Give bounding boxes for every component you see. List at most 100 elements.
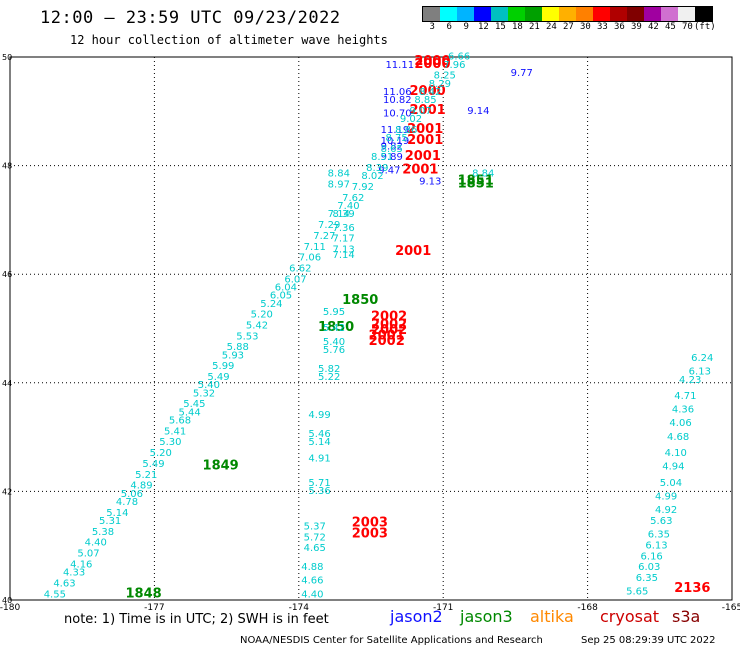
data-point-label: 5.46 — [308, 429, 330, 440]
data-point-label: 2002 — [371, 318, 407, 333]
chart-subtitle: 12 hour collection of altimeter wave hei… — [70, 33, 388, 47]
data-point-label: 5.14 — [106, 508, 128, 519]
data-point-label: 8.86 — [395, 125, 417, 136]
data-point-label: 9.07 — [410, 106, 432, 117]
data-point-label: 5.41 — [164, 426, 186, 437]
data-point-label: 6.03 — [638, 562, 660, 573]
data-point-label: 5.93 — [222, 350, 244, 361]
data-point-label: 8.29 — [429, 79, 451, 90]
data-point-label: 1850 — [318, 320, 354, 335]
data-point-label: 4.99 — [308, 410, 330, 421]
data-point-label: 9.14 — [467, 106, 489, 117]
data-point-label: 7.29 — [318, 220, 340, 231]
legend-jason2: jason2 — [390, 607, 443, 626]
data-point-label: 2000 — [410, 84, 446, 99]
data-point-label: 6.66 — [448, 52, 470, 63]
legend-tick-label: 12 — [478, 22, 489, 32]
data-point-label: 7.36 — [332, 223, 354, 234]
legend-swatch — [576, 7, 593, 21]
data-point-label: 5.68 — [169, 416, 191, 427]
x-tick-label: -165 — [722, 603, 740, 613]
data-point-label: 2001 — [405, 149, 441, 164]
data-point-label: 5.53 — [236, 331, 258, 342]
data-point-label: 4.71 — [674, 391, 696, 402]
data-point-label: 11.11 — [385, 60, 414, 71]
data-point-label: 5.06 — [121, 489, 143, 500]
data-point-label: 4.36 — [672, 405, 694, 416]
color-scale-legend — [422, 6, 713, 22]
data-point-label: 7.06 — [299, 253, 321, 264]
legend-swatch — [491, 7, 508, 21]
legend-swatch — [593, 7, 610, 21]
data-point-label: 5.40 — [198, 380, 220, 391]
legend-swatch — [457, 7, 474, 21]
data-point-label: 2001 — [369, 328, 405, 343]
data-point-label: 4.99 — [655, 492, 677, 503]
data-point-label: 2000 — [414, 57, 450, 72]
data-point-label: 5.82 — [318, 364, 340, 375]
data-point-label: 6.35 — [648, 530, 670, 541]
legend-swatch — [440, 7, 457, 21]
legend-tick-label: 18 — [512, 22, 523, 32]
y-tick-label: 40 — [2, 596, 12, 605]
legend-tick-label: 27 — [563, 22, 574, 32]
data-point-label: 8.02 — [361, 171, 383, 182]
y-tick-label: 44 — [2, 379, 12, 388]
legend-tick-label: 21 — [529, 22, 540, 32]
data-point-label: 10.70 — [383, 109, 412, 120]
data-point-label: 7.27 — [313, 231, 335, 242]
data-point-label: 4.88 — [301, 562, 323, 573]
data-point-label: 2001 — [407, 133, 443, 148]
data-point-label: 6.13 — [689, 367, 711, 378]
data-point-label: 5.65 — [626, 587, 648, 598]
data-point-label: 4.06 — [669, 418, 691, 429]
data-point-label: 1848 — [126, 586, 162, 601]
legend-swatch — [525, 7, 542, 21]
data-point-label: 8.39 — [366, 163, 388, 174]
data-point-label: 5.07 — [77, 549, 99, 560]
data-point-label: 5.72 — [304, 532, 326, 543]
data-point-label: 4.10 — [665, 448, 687, 459]
data-point-label: 5.36 — [308, 486, 330, 497]
data-point-label: 5.42 — [323, 323, 345, 334]
data-point-label: 5.22 — [318, 372, 340, 383]
data-point-label: 5.42 — [246, 321, 268, 332]
data-point-label: 5.37 — [304, 521, 326, 532]
data-point-label: 2002 — [371, 309, 407, 324]
data-point-label: 2003 — [352, 527, 388, 542]
legend-jason3: jason3 — [460, 607, 513, 626]
x-tick-label: -168 — [577, 603, 598, 613]
x-tick-label: -180 — [0, 603, 20, 613]
data-point-label: 1850 — [342, 293, 378, 308]
legend-swatch — [508, 7, 525, 21]
data-point-label: 5.31 — [99, 516, 121, 527]
data-point-label: 4.68 — [667, 432, 689, 443]
legend-swatch — [559, 7, 576, 21]
data-point-label: 6.62 — [289, 263, 311, 274]
data-point-label: 7.14 — [328, 209, 350, 220]
y-tick-label: 48 — [2, 162, 12, 171]
data-point-label: 1851 — [458, 174, 494, 189]
data-point-label: 9.47 — [378, 166, 400, 177]
data-point-label: 2001 — [402, 163, 438, 178]
data-point-label: 7.40 — [337, 201, 359, 212]
legend-tick-label: 70 — [682, 22, 693, 32]
legend-tick-label: 3 — [429, 22, 435, 32]
data-point-label: 5.88 — [227, 342, 249, 353]
credit-text: NOAA/NESDIS Center for Satellite Applica… — [240, 635, 543, 646]
data-point-label: 4.65 — [304, 543, 326, 554]
data-point-label: 4.16 — [70, 559, 92, 570]
data-point-label: 9.13 — [419, 177, 441, 188]
data-point-label: 4.40 — [85, 538, 107, 549]
legend-swatch — [610, 7, 627, 21]
timestamp-text: Sep 25 08:29:39 UTC 2022 — [581, 635, 716, 646]
data-point-label: 5.49 — [142, 459, 164, 470]
data-point-label: 9.02 — [400, 114, 422, 125]
data-point-label: 5.40 — [323, 337, 345, 348]
data-point-label: 6.13 — [645, 540, 667, 551]
data-point-label: 5.20 — [251, 310, 273, 321]
data-point-label: 8.97 — [328, 179, 350, 190]
data-point-label: 8.85 — [414, 95, 436, 106]
legend-tick-label: 36 — [614, 22, 625, 32]
